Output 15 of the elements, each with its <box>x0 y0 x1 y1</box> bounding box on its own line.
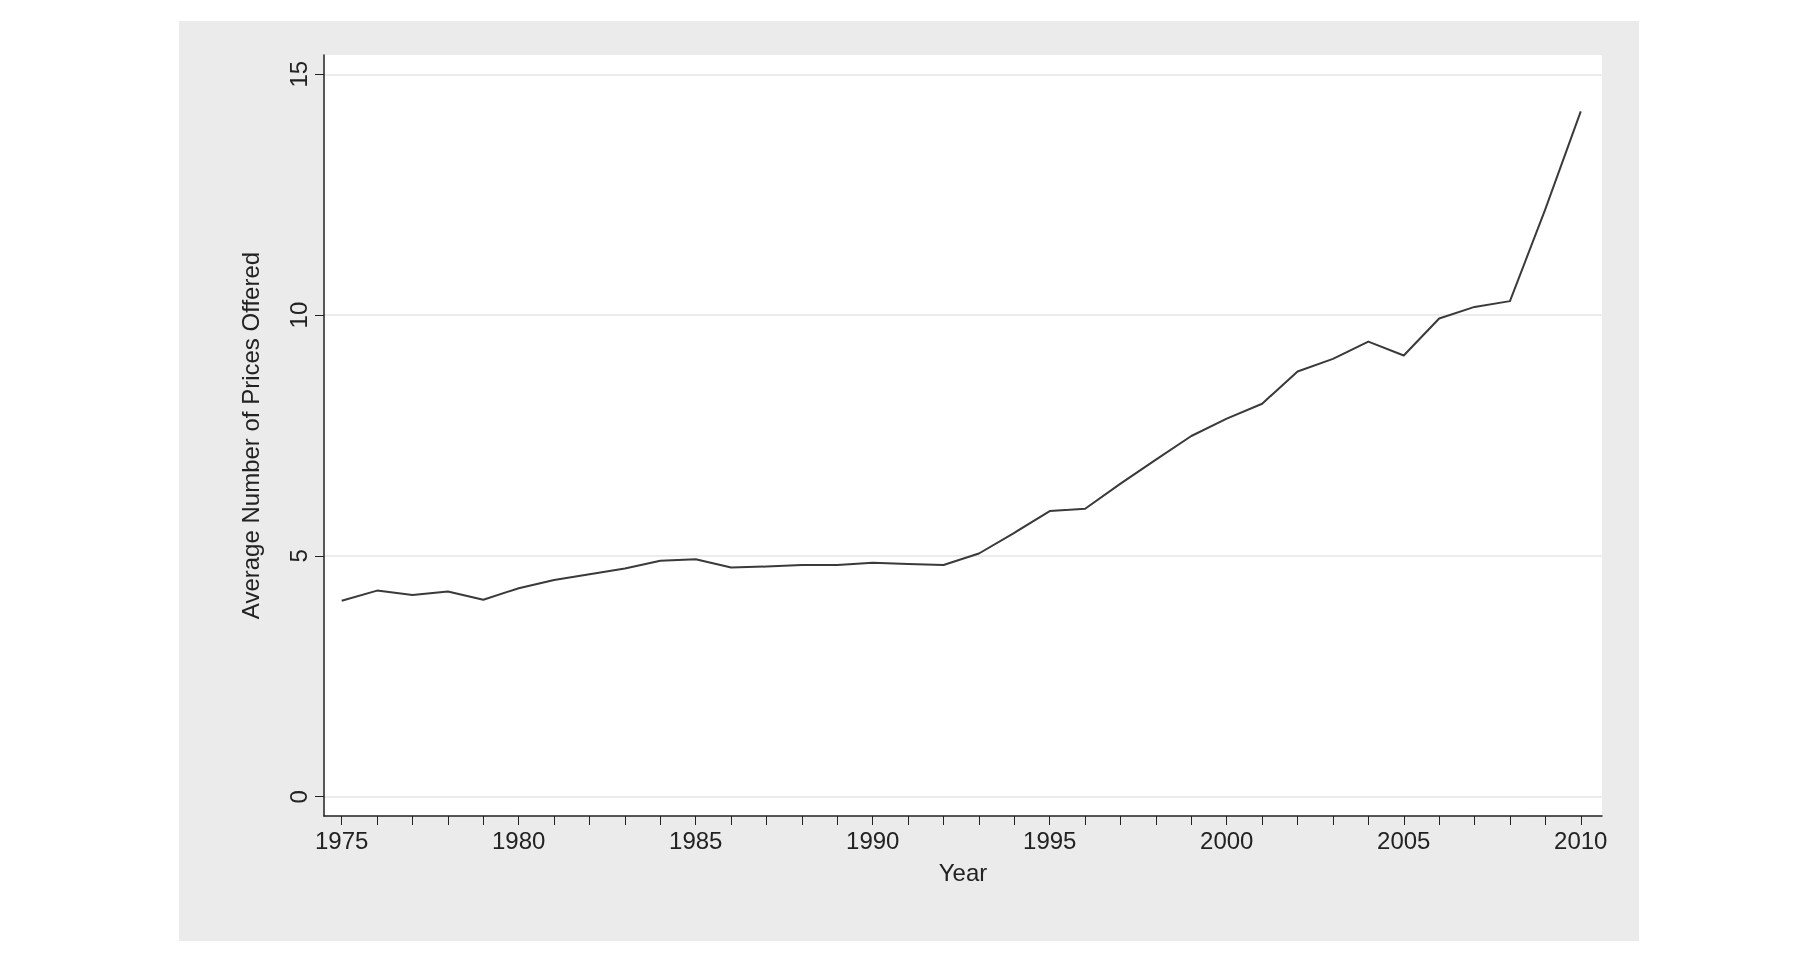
y-tick-label: 0 <box>284 790 312 804</box>
x-tick-label: 1980 <box>492 826 546 854</box>
line-series <box>340 110 1582 602</box>
x-tick-label: 1975 <box>315 826 369 854</box>
x-axis-title: Year <box>938 858 988 886</box>
x-tick-label: 1985 <box>669 826 723 854</box>
x-tick-label: 2005 <box>1377 826 1431 854</box>
y-tick-label: 15 <box>284 60 312 88</box>
x-tick-label: 2000 <box>1200 826 1254 854</box>
y-axis-title: Average Number of Prices Offered <box>236 251 264 620</box>
x-tick-label: 1995 <box>1023 826 1077 854</box>
y-tick-label: 5 <box>284 549 312 563</box>
x-tick-label: 2010 <box>1554 826 1608 854</box>
x-tick-label: 1990 <box>846 826 900 854</box>
y-tick-label: 10 <box>284 301 312 329</box>
